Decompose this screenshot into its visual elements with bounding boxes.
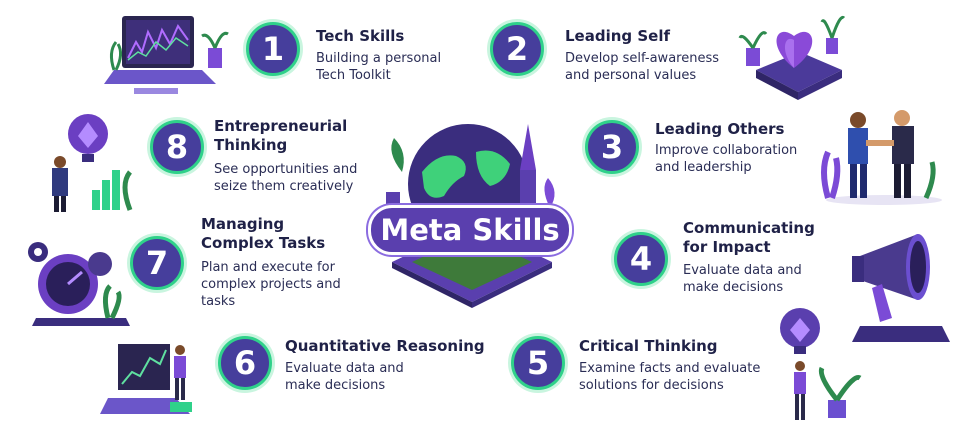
skill-desc-leading-self: Develop self-awareness and personal valu… (565, 51, 719, 83)
heart-plants-illustration (738, 15, 846, 100)
handshake-illustration (821, 110, 942, 205)
number-badge-7: 7 (130, 236, 184, 290)
number-badge-1: 1 (246, 22, 300, 76)
gears-compass-illustration (28, 242, 130, 326)
number-badge-4: 4 (614, 232, 668, 286)
skill-title-leading-self: Leading Self (565, 27, 671, 45)
entrepreneur-lightbulb-illustration (52, 114, 133, 212)
skill-title-managing-complex-tasks: Managing Complex Tasks (201, 215, 326, 252)
number-badge-8: 8 (150, 120, 204, 174)
lightbulb-person-illustration (780, 308, 862, 420)
skill-desc-managing-complex-tasks: Plan and execute for complex projects an… (201, 260, 341, 309)
skill-desc-critical-thinking: Examine facts and evaluate solutions for… (579, 361, 761, 393)
skill-title-communicating-for-impact: Communicating for Impact (683, 219, 815, 256)
skill-title-entrepreneurial-thinking: Entrepreneurial Thinking (214, 117, 348, 154)
skill-desc-communicating-for-impact: Evaluate data and make decisions (683, 263, 802, 295)
center-title-badge: Meta Skills (368, 205, 572, 255)
skill-desc-leading-others: Improve collaboration and leadership (655, 143, 798, 175)
skill-title-quantitative-reasoning: Quantitative Reasoning (285, 337, 485, 355)
megaphone-illustration (852, 234, 950, 342)
number-badge-6: 6 (218, 336, 272, 390)
skill-desc-quantitative-reasoning: Evaluate data and make decisions (285, 361, 404, 393)
laptop-chart-illustration (104, 16, 229, 94)
skill-title-critical-thinking: Critical Thinking (579, 337, 718, 355)
skill-desc-tech-skills: Building a personal Tech Toolkit (316, 51, 442, 83)
skill-title-tech-skills: Tech Skills (316, 27, 405, 45)
number-badge-5: 5 (511, 336, 565, 390)
number-badge-3: 3 (585, 120, 639, 174)
skill-desc-entrepreneurial-thinking: See opportunities and seize them creativ… (214, 162, 358, 194)
data-screen-person-illustration (100, 344, 192, 414)
number-badge-2: 2 (490, 22, 544, 76)
skill-title-leading-others: Leading Others (655, 120, 785, 138)
